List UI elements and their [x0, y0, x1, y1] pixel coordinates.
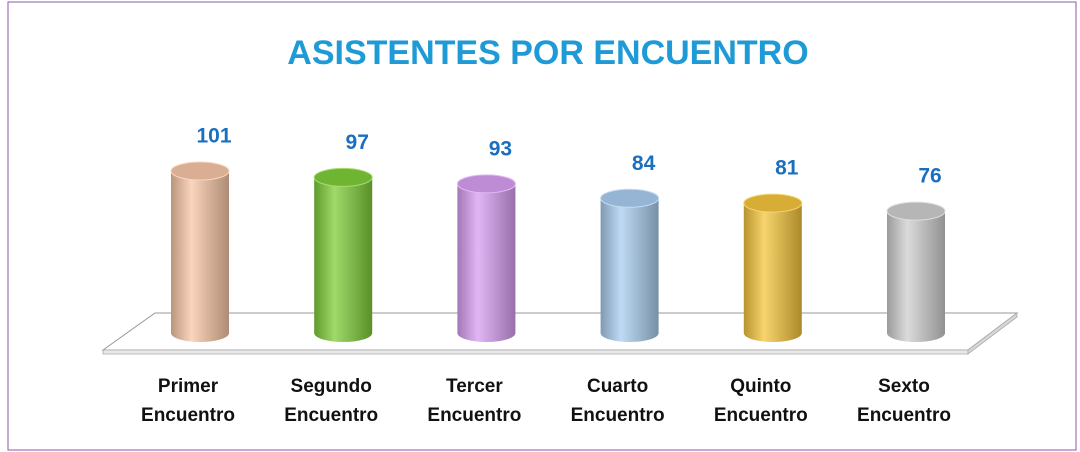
x-tick-label: Primer Encuentro [141, 376, 235, 426]
value-label: 84 [632, 152, 656, 175]
x-tick-label: Quinto Encuentro [713, 376, 808, 426]
bar-top [886, 201, 946, 221]
bar-top [313, 167, 373, 187]
bar [887, 211, 945, 342]
floor-side [967, 312, 1018, 355]
value-label: 93 [489, 137, 512, 160]
bar-top [600, 188, 660, 208]
frame [7, 1, 1077, 451]
chart-title: ASISTENTES POR ENCUENTRO [287, 34, 808, 72]
x-tick-label: Cuarto Encuentro [570, 376, 665, 426]
x-tick-label: Sexto Encuentro [857, 376, 951, 426]
bar [743, 203, 802, 342]
value-label: 76 [918, 165, 941, 188]
bar-top [456, 174, 516, 194]
bar [600, 198, 659, 342]
value-label: 97 [346, 131, 369, 154]
bar [314, 177, 373, 342]
bar [171, 171, 229, 342]
x-tick-label: Segundo Encuentro [284, 376, 379, 426]
value-label: 81 [775, 157, 799, 180]
x-tick-label: Tercer Encuentro [427, 376, 522, 426]
value-label: 101 [196, 125, 231, 148]
bar-top [170, 161, 230, 181]
bar-top [743, 193, 803, 213]
bar [457, 183, 516, 342]
floor-edge [102, 349, 969, 355]
floor [101, 312, 1019, 351]
